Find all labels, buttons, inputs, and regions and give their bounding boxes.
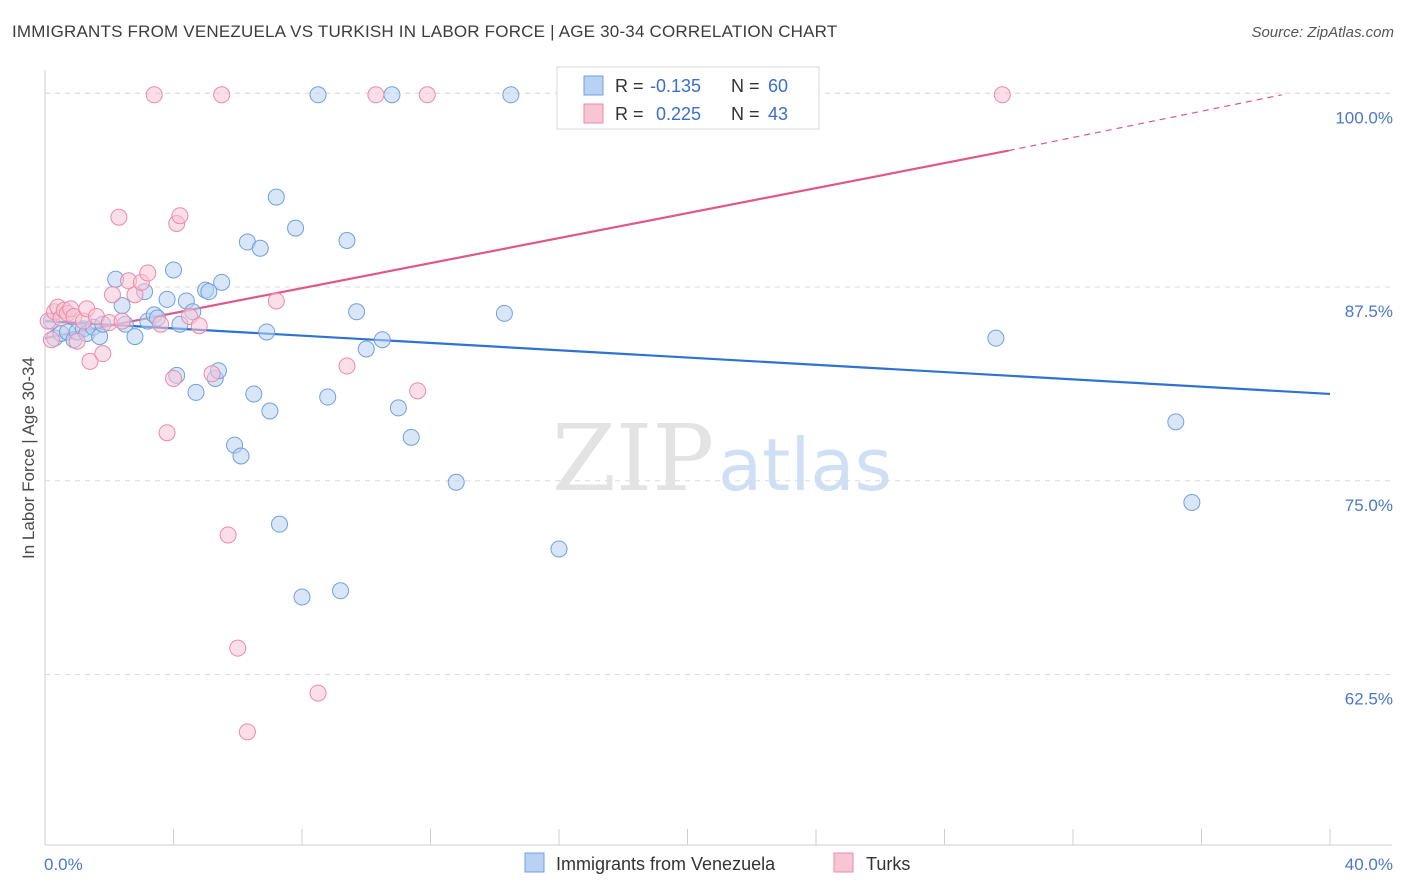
x-tick-label-0: 0.0% [44, 855, 83, 874]
x-tick-label-1: 40.0% [1345, 855, 1393, 874]
legend-bottom-label-turks: Turks [866, 854, 910, 874]
chart-title: IMMIGRANTS FROM VENEZUELA VS TURKISH IN … [12, 22, 838, 41]
turks-point-22 [139, 264, 157, 282]
legend-bottom-swatch-venezuela [524, 852, 545, 873]
turks-point-38 [338, 357, 356, 375]
legend-swatch-turks [583, 103, 604, 124]
turks-point-30 [190, 317, 208, 335]
y-axis-label: In Labor Force | Age 30-34 [19, 357, 38, 559]
venezuela-point-39 [271, 515, 289, 533]
turks-point-23 [145, 86, 163, 104]
venezuela-point-25 [187, 383, 205, 401]
correlation-legend: R = -0.135 N = 60 R = 0.225 N = 43 [556, 66, 820, 130]
axes [44, 70, 1392, 846]
legend-n-value-1: 60 [768, 76, 788, 96]
turks-point-1 [42, 331, 60, 349]
venezuela-point-46 [348, 303, 366, 321]
venezuela-point-37 [261, 402, 279, 420]
turks-point-42 [993, 86, 1011, 104]
turks-point-25 [158, 424, 176, 442]
venezuela-point-51 [402, 428, 420, 446]
watermark-atlas: atlas [718, 423, 892, 507]
x-tick-labels: 0.0% 40.0% [44, 855, 1393, 874]
venezuela-point-50 [389, 399, 407, 417]
venezuela-point-58 [1167, 413, 1185, 431]
turks-trend-line [44, 149, 1009, 340]
turks-point-41 [418, 86, 436, 104]
turks-point-24 [152, 315, 170, 333]
data-points [39, 86, 1201, 741]
venezuela-point-14 [126, 328, 144, 346]
venezuela-point-44 [332, 582, 350, 600]
venezuela-point-55 [550, 540, 568, 558]
venezuela-point-32 [232, 447, 250, 465]
y-tick-label-3: 100.0% [1335, 108, 1393, 127]
turks-point-12 [81, 352, 99, 370]
y-tick-label-0: 62.5% [1345, 690, 1393, 709]
turks-point-33 [219, 526, 237, 544]
turks-point-28 [171, 207, 189, 225]
turks-point-35 [238, 723, 256, 741]
turks-point-26 [165, 369, 182, 387]
y-tick-label-1: 75.0% [1345, 496, 1393, 515]
trend-lines [44, 94, 1331, 396]
venezuela-point-35 [251, 239, 269, 257]
legend-swatch-venezuela [583, 75, 604, 96]
legend-bottom-label-venezuela: Immigrants from Venezuela [556, 854, 776, 874]
venezuela-point-40 [287, 219, 305, 237]
venezuela-point-54 [502, 86, 520, 104]
turks-point-31 [203, 365, 221, 383]
series-legend: Immigrants from Venezuela Turks [524, 852, 910, 874]
legend-r-label-1: R = [615, 76, 644, 96]
venezuela-point-41 [293, 588, 311, 606]
turks-point-40 [409, 382, 427, 400]
legend-r-label-2: R = [615, 104, 644, 124]
turks-point-37 [309, 684, 327, 702]
turks-point-36 [267, 292, 285, 310]
legend-r-value-2: 0.225 [656, 104, 701, 124]
venezuela-point-49 [383, 86, 401, 104]
turks-point-14 [94, 345, 112, 363]
turks-trend-line-extension [1008, 94, 1282, 152]
venezuela-point-19 [158, 290, 176, 308]
venezuela-point-45 [338, 232, 356, 249]
venezuela-point-42 [309, 86, 327, 104]
venezuela-point-20 [165, 261, 182, 279]
venezuela-point-34 [245, 385, 263, 403]
venezuela-point-36 [258, 323, 276, 341]
venezuela-point-27 [200, 283, 218, 301]
watermark-zip: ZIP [552, 405, 714, 512]
y-tick-labels: 62.5% 75.0% 87.5% 100.0% [1335, 108, 1393, 708]
turks-point-9 [68, 332, 86, 350]
venezuela-point-43 [319, 388, 337, 406]
grid-lines [45, 92, 1392, 675]
venezuela-point-53 [495, 304, 513, 322]
venezuela-point-59 [1183, 493, 1201, 511]
venezuela-point-38 [267, 188, 285, 206]
turks-point-16 [103, 286, 121, 304]
venezuela-point-57 [987, 329, 1005, 347]
legend-r-value-1: -0.135 [650, 76, 701, 96]
venezuela-trend-line [44, 320, 1331, 396]
legend-n-value-2: 43 [768, 104, 788, 124]
venezuela-point-47 [357, 340, 375, 358]
legend-n-label-1: N = [731, 76, 760, 96]
turks-point-34 [229, 639, 247, 657]
turks-point-17 [110, 208, 128, 226]
turks-point-32 [213, 86, 231, 104]
y-tick-label-2: 87.5% [1345, 302, 1393, 321]
turks-point-18 [113, 312, 131, 330]
turks-point-39 [367, 86, 385, 104]
venezuela-point-48 [373, 331, 391, 349]
venezuela-point-52 [447, 473, 465, 491]
source-label: Source: ZipAtlas.com [1251, 24, 1394, 41]
venezuela-point-30 [213, 273, 231, 291]
legend-bottom-swatch-turks [833, 852, 854, 873]
legend-n-label-2: N = [731, 104, 760, 124]
